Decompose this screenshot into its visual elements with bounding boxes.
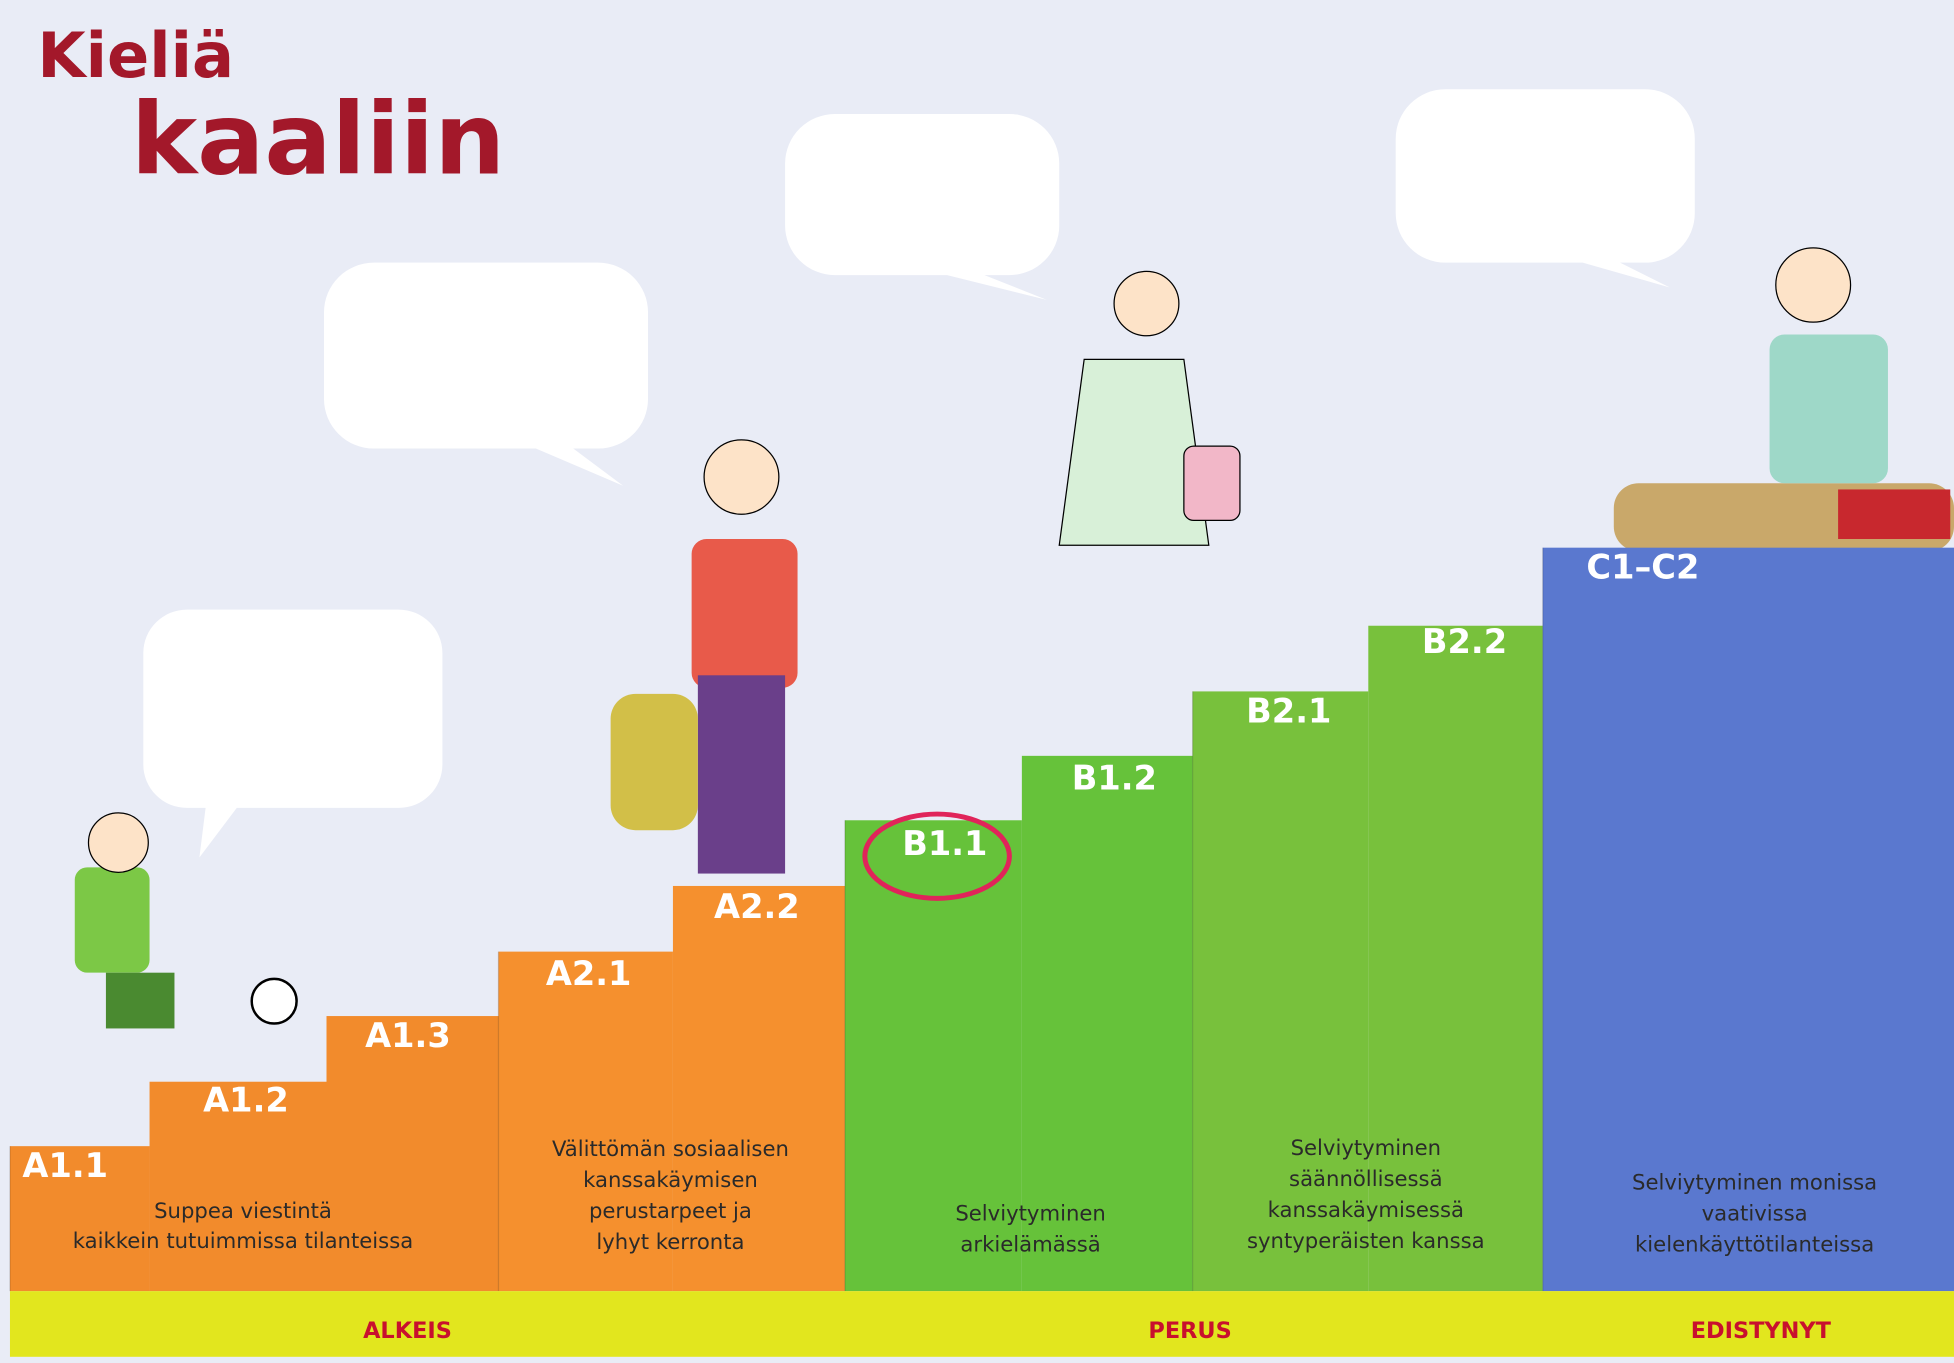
level-label: B2.1 bbox=[1246, 691, 1331, 730]
level-label: A2.2 bbox=[714, 887, 800, 926]
level-band bbox=[10, 1291, 1954, 1357]
figure-body bbox=[692, 539, 798, 688]
stage-description: lyhyt kerronta bbox=[596, 1229, 744, 1254]
level-label: B1.1 bbox=[902, 824, 987, 863]
scene: Kieliä kaaliin A1.1 A1.2 A1.3 Suppea viesti… bbox=[0, 0, 1954, 1363]
figure-body bbox=[1770, 335, 1888, 484]
level-label: C1–C2 bbox=[1586, 548, 1699, 587]
band-label: ALKEIS bbox=[363, 1318, 452, 1344]
level-label: A1.1 bbox=[22, 1146, 108, 1185]
stage-description: arkielämässä bbox=[960, 1232, 1100, 1257]
stage-description: Välittömän sosiaalisen bbox=[552, 1136, 789, 1161]
band-label: PERUS bbox=[1148, 1318, 1231, 1344]
stage-description: kanssakäymisen bbox=[583, 1167, 758, 1192]
level-label: A1.3 bbox=[365, 1016, 451, 1055]
level-label: A2.1 bbox=[546, 954, 632, 993]
figure-head bbox=[704, 440, 779, 514]
book bbox=[1838, 489, 1950, 539]
stage-description: perustarpeet ja bbox=[589, 1198, 752, 1223]
band-label: EDISTYNYT bbox=[1691, 1318, 1832, 1344]
stage-description: syntyperäisten kanssa bbox=[1247, 1228, 1485, 1253]
figure-head bbox=[1114, 271, 1179, 335]
title-line-1: Kieliä bbox=[37, 19, 234, 92]
stage-description: kaikkein tutuimmissa tilanteissa bbox=[73, 1228, 413, 1253]
ball bbox=[252, 979, 297, 1024]
figure-legs bbox=[698, 675, 785, 873]
step bbox=[1368, 626, 1542, 1291]
figure-head bbox=[1776, 248, 1851, 322]
stage-description: Suppea viestintä bbox=[154, 1198, 332, 1223]
stage-description: kanssakäymisessä bbox=[1268, 1197, 1464, 1222]
stage-description: säännöllisessä bbox=[1289, 1166, 1442, 1191]
backpack bbox=[611, 694, 698, 830]
level-label: B2.2 bbox=[1422, 622, 1507, 661]
level-label: A1.2 bbox=[203, 1081, 289, 1120]
stage-description: vaativissa bbox=[1702, 1201, 1808, 1226]
bubble bbox=[785, 114, 1059, 300]
stage-description: Selviytyminen monissa bbox=[1632, 1170, 1877, 1195]
level-label: B1.2 bbox=[1072, 758, 1157, 797]
figure-body bbox=[75, 867, 150, 972]
stage-description: Selviytyminen bbox=[1291, 1135, 1441, 1160]
stage-description: Selviytyminen bbox=[955, 1201, 1105, 1226]
title-line-2: kaaliin bbox=[131, 83, 505, 198]
figure-shorts bbox=[106, 973, 175, 1029]
figure-head bbox=[88, 813, 148, 872]
page: {"title": {"line1": "Kieliä", "line2": "… bbox=[0, 0, 1954, 1363]
stage-description: kielenkäyttötilanteissa bbox=[1635, 1232, 1874, 1257]
handbag bbox=[1184, 446, 1240, 520]
bubble bbox=[1396, 89, 1695, 287]
